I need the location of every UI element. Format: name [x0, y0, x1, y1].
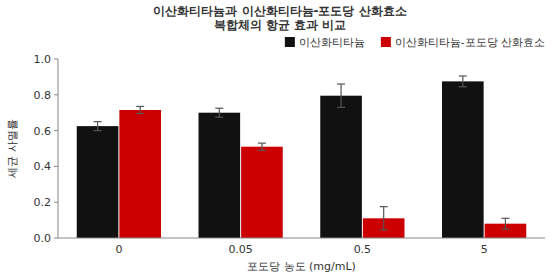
x-tick-label: 0 [115, 243, 122, 256]
error-cap [380, 229, 388, 230]
x-tick-label: 5 [481, 243, 488, 256]
series [119, 110, 526, 238]
error-cap [501, 218, 509, 219]
x-axis-label: 포도당 농도 (mg/mL) [247, 260, 356, 273]
x-axis-line [58, 238, 545, 239]
x-tick-label: 0.5 [354, 243, 372, 256]
error-bar [94, 122, 102, 131]
y-tick [54, 94, 58, 95]
error-cap [94, 130, 102, 131]
bar [77, 126, 119, 238]
y-tick [54, 166, 58, 167]
error-line [505, 218, 506, 229]
error-line [383, 207, 384, 230]
x-tick-label: 0.05 [228, 243, 253, 256]
error-cap [258, 150, 266, 151]
legend-label: 이산화티타늄 [299, 36, 365, 48]
error-cap [459, 86, 467, 87]
y-tick-label: 0.8 [34, 89, 52, 102]
bar [119, 110, 161, 238]
plot-area [77, 76, 526, 238]
bar [199, 113, 241, 238]
y-tick-label: 0.0 [34, 232, 52, 245]
title: 이산화티타늄과 이산화티타늄-포도당 산화효소복합체의 항균 효과 비교 [153, 4, 406, 32]
bar [442, 81, 484, 238]
y-tick [54, 130, 58, 131]
error-line [261, 143, 262, 150]
bar [320, 96, 362, 238]
y-tick [54, 202, 58, 203]
error-cap [459, 75, 467, 76]
title-line: 복합체의 항균 효과 비교 [214, 18, 347, 32]
error-line [140, 106, 141, 113]
error-bar [337, 84, 345, 107]
error-cap [136, 113, 144, 114]
error-bar [380, 207, 388, 230]
error-bar [136, 106, 144, 113]
error-cap [215, 108, 223, 109]
error-cap [215, 117, 223, 118]
y-axis-line [58, 59, 59, 238]
error-bar [459, 76, 467, 87]
error-cap [501, 228, 509, 229]
legend-swatch [285, 37, 295, 47]
error-line [97, 122, 98, 131]
legend-entry: 이산화티타늄 [285, 36, 365, 48]
legend: 이산화티타늄 이산화티타늄-포도당 산화효소 [285, 36, 545, 48]
y-tick-label: 0.2 [34, 196, 52, 209]
y-tick [54, 59, 58, 60]
error-cap [337, 83, 345, 84]
error-cap [258, 143, 266, 144]
chart: 이산화티타늄과 이산화티타늄-포도당 산화효소복합체의 항균 효과 비교 0.0 0… [0, 0, 560, 280]
y-axis-label: 세균 사멸률 [6, 119, 19, 178]
error-line [462, 76, 463, 87]
error-cap [94, 121, 102, 122]
error-cap [136, 106, 144, 107]
error-bar [501, 218, 509, 229]
error-cap [337, 107, 345, 108]
title-line: 이산화티타늄과 이산화티타늄-포도당 산화효소 [153, 4, 406, 18]
error-bar [215, 108, 223, 117]
y-tick-label: 0.6 [34, 125, 52, 138]
error-bar [258, 143, 266, 150]
y-tick-label: 0.4 [34, 160, 52, 173]
error-line [219, 108, 220, 117]
legend-entry: 이산화티타늄-포도당 산화효소 [381, 36, 545, 48]
y-tick-label: 1.0 [34, 53, 52, 66]
error-cap [380, 206, 388, 207]
bar [241, 147, 283, 238]
y-tick [54, 238, 58, 239]
series [77, 81, 484, 238]
legend-label: 이산화티타늄-포도당 산화효소 [395, 36, 545, 48]
legend-swatch [381, 37, 391, 47]
error-line [340, 84, 341, 107]
